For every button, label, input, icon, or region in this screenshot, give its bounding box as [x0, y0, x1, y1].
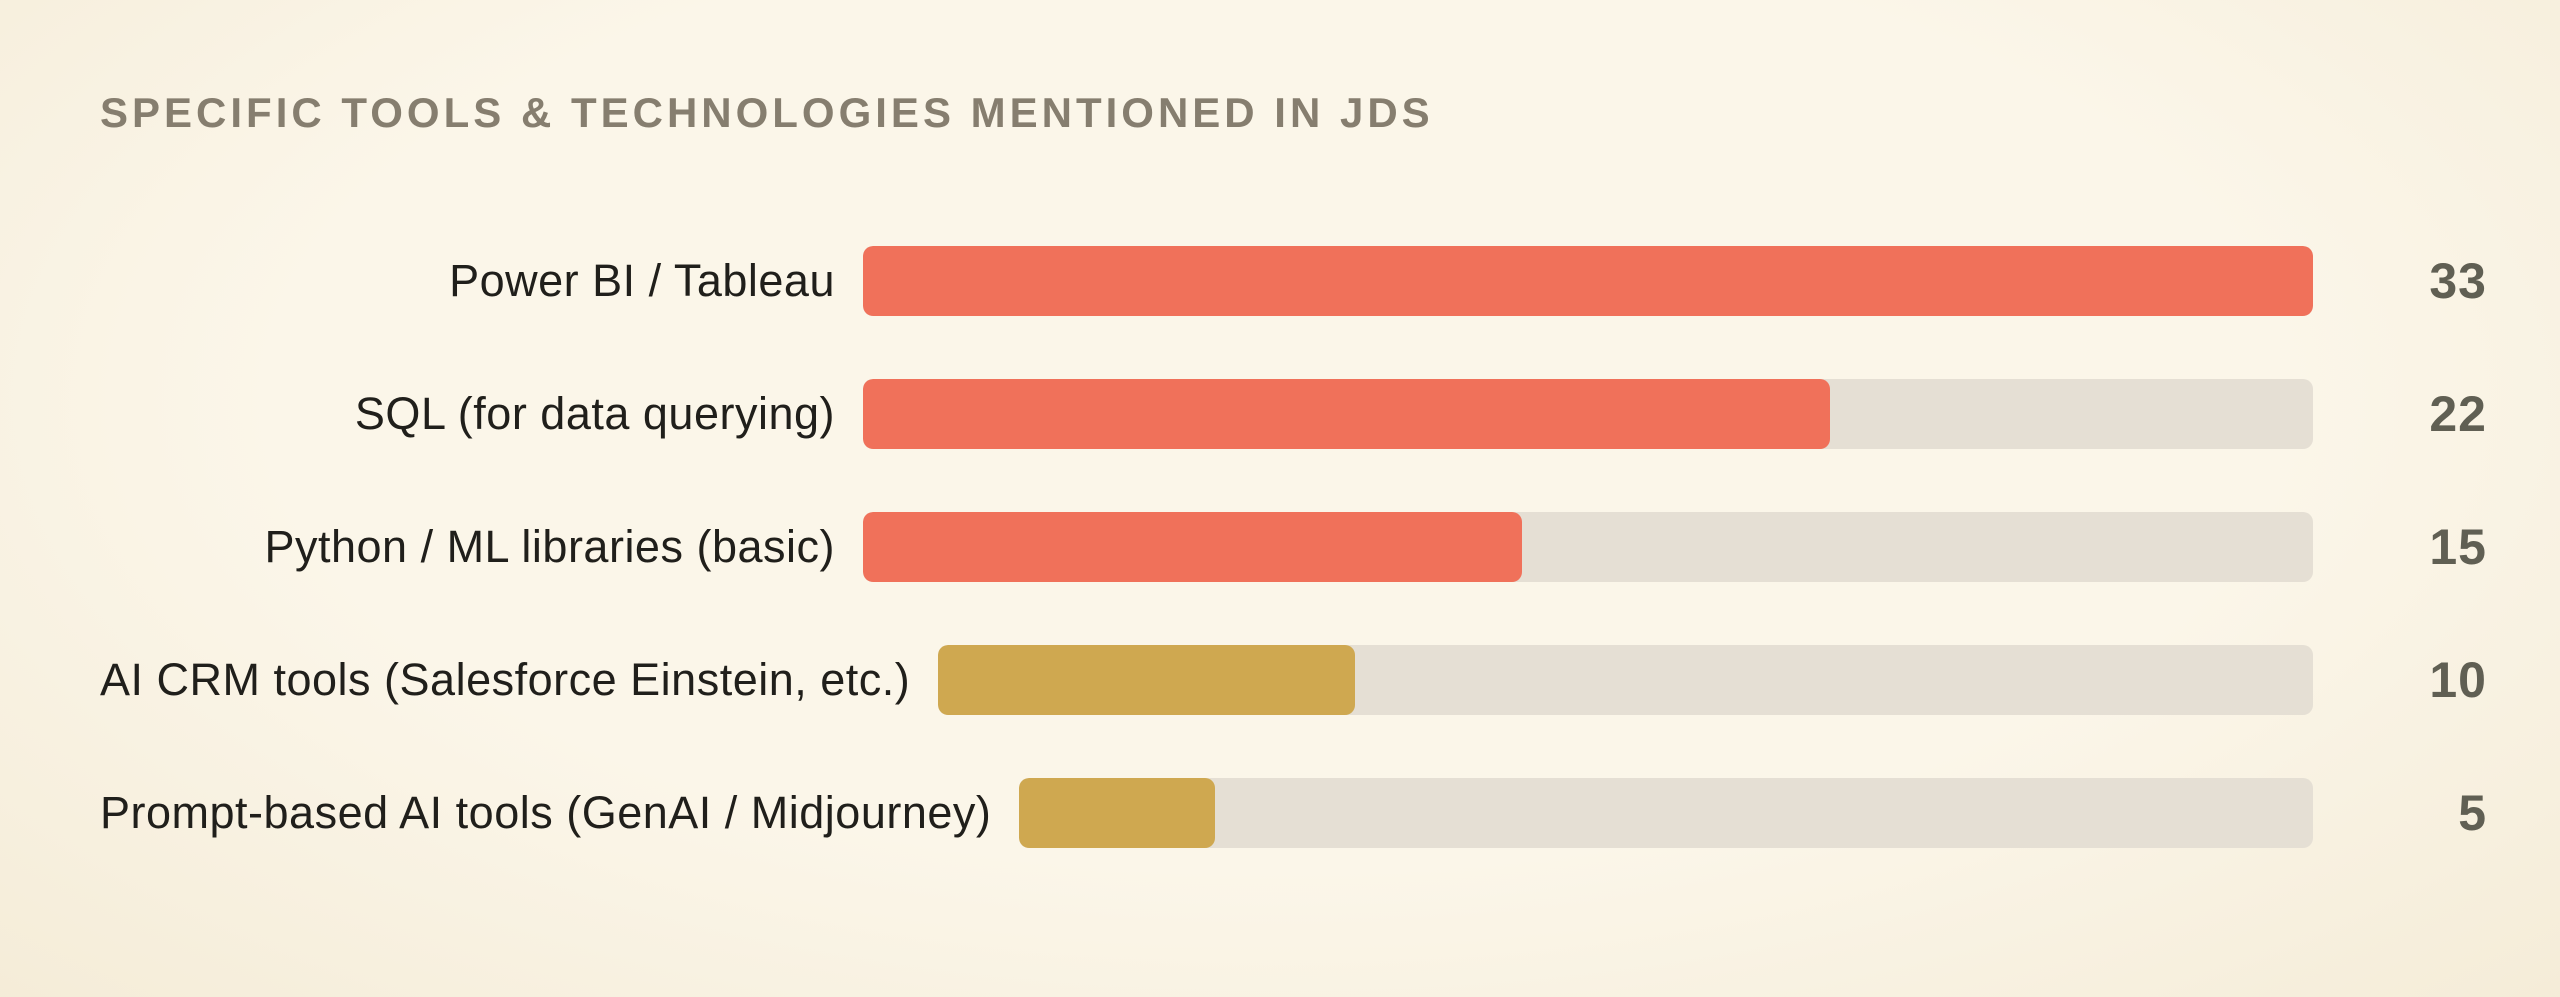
- bar-track: [1019, 777, 2313, 848]
- bar-fill: [863, 378, 1830, 449]
- bar-track: [938, 644, 2313, 715]
- bar-track: [863, 511, 2313, 582]
- bar-chart: Power BI / Tableau 33 SQL (for data quer…: [0, 214, 2560, 879]
- bar-row: SQL (for data querying) 22: [0, 347, 2560, 480]
- bar-label: AI CRM tools (Salesforce Einstein, etc.): [100, 653, 911, 705]
- bar-value: 33: [2429, 252, 2487, 309]
- bar-row: Prompt-based AI tools (GenAI / Midjourne…: [0, 746, 2560, 879]
- bar-fill: [863, 245, 2313, 316]
- bar-row: Power BI / Tableau 33: [0, 214, 2560, 347]
- bar-fill: [938, 644, 1355, 715]
- bar-label: Prompt-based AI tools (GenAI / Midjourne…: [100, 786, 992, 838]
- bar-value: 22: [2429, 385, 2487, 442]
- bar-value: 10: [2429, 651, 2487, 708]
- bar-label: SQL (for data querying): [354, 387, 835, 439]
- bar-label: Power BI / Tableau: [449, 254, 835, 306]
- bar-value: 5: [2458, 784, 2487, 841]
- bar-label: Python / ML libraries (basic): [264, 520, 835, 572]
- bar-row: Python / ML libraries (basic) 15: [0, 480, 2560, 613]
- bar-fill: [863, 511, 1523, 582]
- bar-track: [863, 378, 2313, 449]
- chart-title: SPECIFIC TOOLS & TECHNOLOGIES MENTIONED …: [100, 89, 1434, 136]
- bar-track: [863, 245, 2313, 316]
- bar-fill: [1019, 777, 1216, 848]
- bar-row: AI CRM tools (Salesforce Einstein, etc.)…: [0, 613, 2560, 746]
- bar-value: 15: [2429, 518, 2487, 575]
